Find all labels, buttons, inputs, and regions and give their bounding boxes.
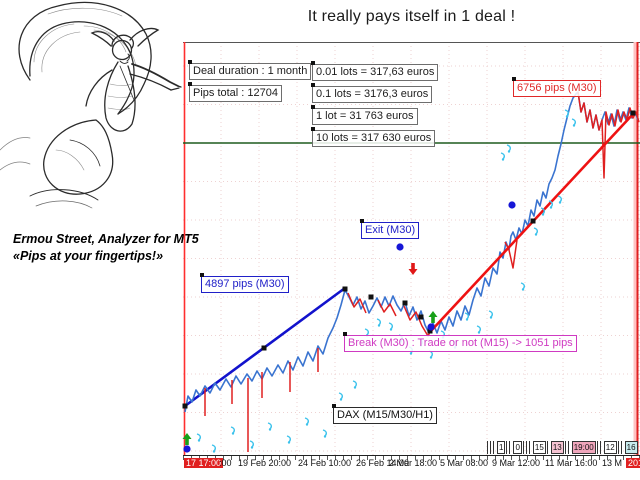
mini-bars: [564, 441, 571, 454]
time-axis-label: 17 17:00: [184, 458, 224, 468]
mini-object-cell: 0: [513, 441, 522, 454]
mini-objects-strip: 1 0 15 13 19:00 12 16: [487, 441, 638, 454]
brand-slogan-line1: Ermou Street, Analyzer for MT5: [13, 232, 199, 246]
label-symbol[interactable]: DAX (M15/M30/H1): [332, 404, 437, 424]
time-axis-label: 11 Mar 16:00: [545, 458, 598, 468]
mini-object-cell: 15: [532, 441, 546, 454]
trendline-handles[interactable]: [182, 110, 636, 409]
mini-bars: [487, 441, 496, 454]
label-lots-01[interactable]: 0.1 lots = 3176,3 euros: [310, 83, 433, 103]
helmet-wing-icon: [129, 27, 160, 47]
mercury-illustration: [0, 1, 182, 209]
page-title: It really pays itself in 1 deal !: [307, 8, 516, 25]
label-lots-001[interactable]: 0.01 lots = 317,63 euros: [310, 61, 439, 81]
mini-object-cell: 16: [624, 441, 638, 454]
label-pips-total[interactable]: Pips total : 12704: [187, 82, 283, 102]
buy-arrow-icons: [182, 311, 438, 445]
time-axis-label: 2 Mar 18:00: [389, 458, 438, 468]
brand-slogan-line2: «Pips at your fingertips!»: [13, 248, 164, 263]
mini-object-cell: 19:00: [571, 441, 596, 454]
time-axis-line: [183, 455, 640, 456]
mini-bars: [617, 441, 624, 454]
sell-arrow-icon: [408, 263, 418, 275]
mercury-head: [111, 39, 133, 61]
mini-bars: [506, 441, 513, 454]
label-lots-10[interactable]: 10 lots = 317 630 euros: [310, 127, 436, 147]
time-axis-label: 9 Mar 12:00: [492, 458, 541, 468]
time-axis-label: 26 Feb 14:00: [356, 458, 410, 468]
label-lots-1[interactable]: 1 lot = 31 763 euros: [311, 105, 418, 125]
label-break-note[interactable]: Break (M30) : Trade or not (M15) -> 1051…: [343, 332, 577, 352]
time-axis[interactable]: 17 17:00:00 19 Feb 20:00 24 Feb 10:00 26 Fe…: [0, 458, 640, 472]
time-axis-ticks: [183, 456, 640, 460]
time-axis-label: 5 Mar 08:00: [440, 458, 489, 468]
time-axis-label: 24 Feb 10:00: [298, 458, 352, 468]
label-exit[interactable]: Exit (M30): [359, 219, 420, 239]
label-pips-first-trend[interactable]: 4897 pips (M30): [200, 273, 289, 293]
time-axis-label: :00: [219, 458, 232, 468]
right-edge-band: [633, 42, 637, 455]
label-pips-up-trend[interactable]: 6756 pips (M30): [512, 77, 601, 97]
blue-dot-markers: [183, 201, 516, 453]
mini-object-cell: 12: [603, 441, 617, 454]
time-axis-label: 19 Feb 20:00: [238, 458, 292, 468]
mini-bars: [522, 441, 532, 454]
time-axis-label: 2015.03.: [626, 458, 640, 468]
mini-bars: [546, 441, 550, 454]
time-axis-label: 13 M: [602, 458, 623, 468]
mini-object-cell: 1: [497, 441, 506, 454]
mini-object-cell: 13: [550, 441, 564, 454]
brand-slogan: Ermou Street, Analyzer for MT5 «Pips at …: [13, 231, 199, 265]
label-deal-duration[interactable]: Deal duration : 1 month: [187, 60, 312, 80]
mini-bars: [596, 441, 603, 454]
